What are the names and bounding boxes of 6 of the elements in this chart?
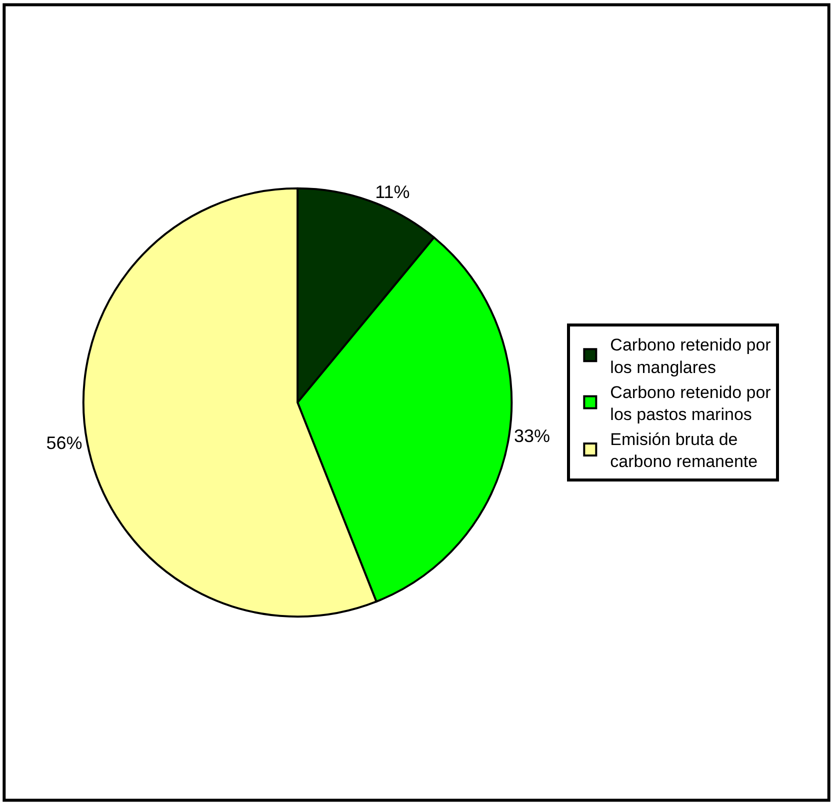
legend-label: Carbono retenido por los manglares — [610, 336, 772, 377]
data-label: 11% — [375, 182, 410, 202]
data-label: 33% — [514, 426, 550, 446]
legend-label: Carbono retenido por los pastos marinos — [610, 382, 772, 424]
legend-label: Emisión bruta de carbono remanente — [610, 430, 758, 472]
data-label: 56% — [46, 432, 82, 453]
